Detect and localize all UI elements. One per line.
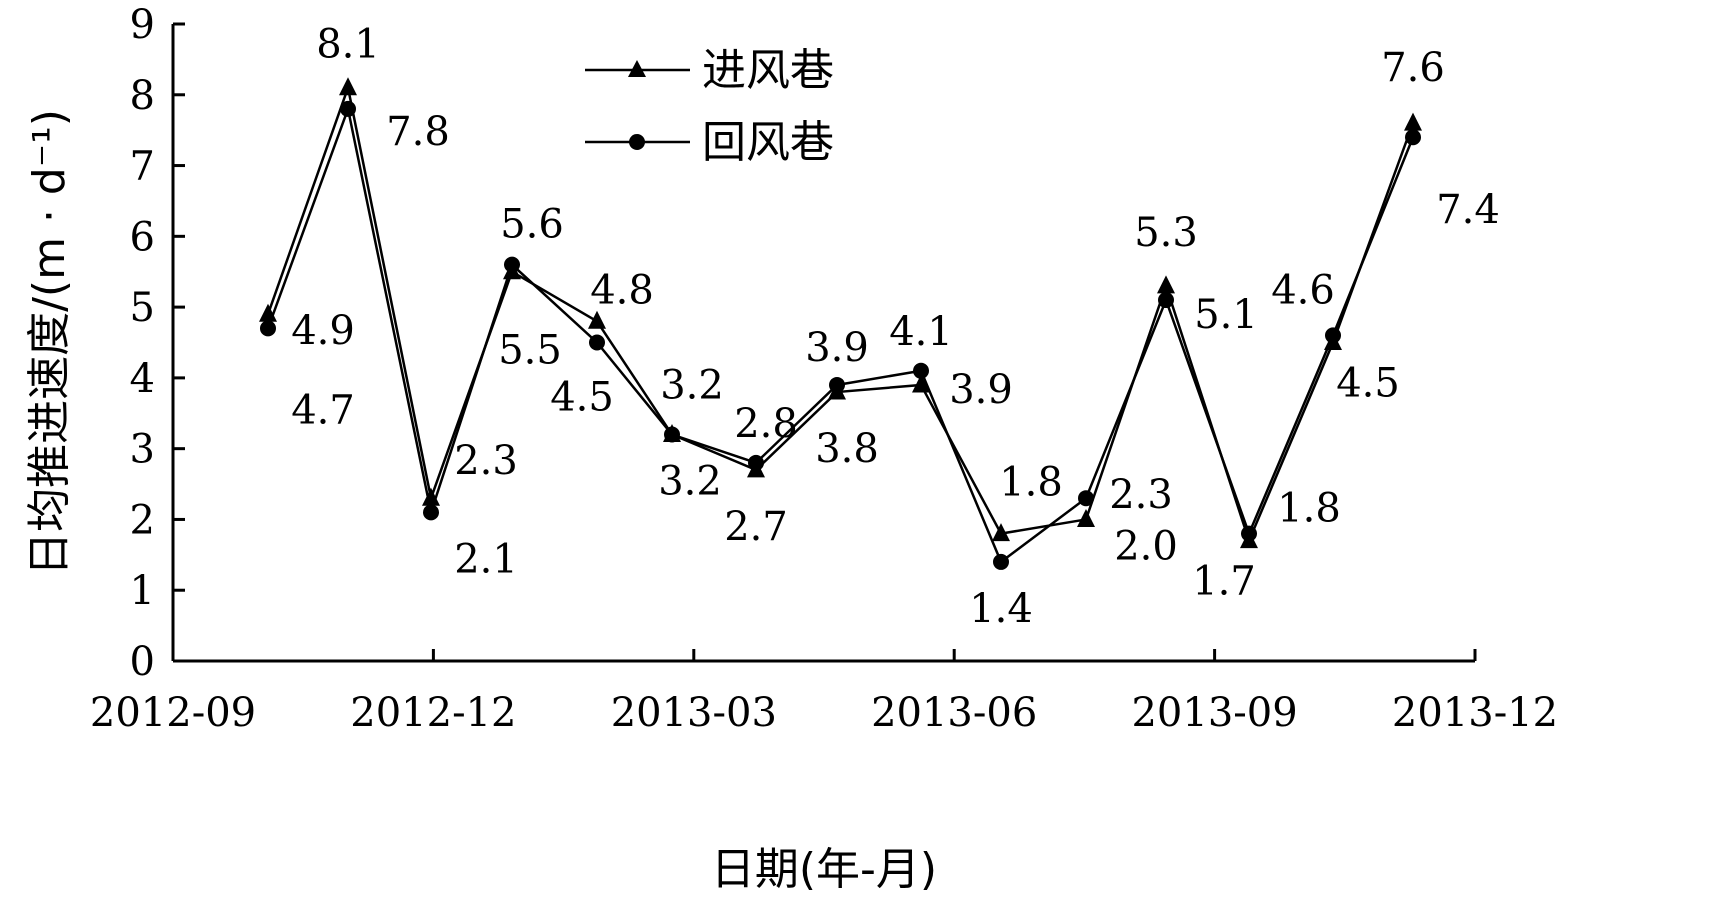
y-tick-label: 7 [130, 144, 155, 190]
circle-marker [748, 454, 764, 471]
data-label: 2.3 [1109, 472, 1173, 518]
data-label: 1.7 [1192, 559, 1256, 605]
data-label: 4.8 [590, 267, 654, 313]
circle-marker [629, 134, 645, 150]
y-tick-label: 2 [130, 497, 155, 543]
data-label: 5.3 [1134, 210, 1198, 256]
series-layer [259, 77, 1422, 570]
data-label: 4.1 [889, 309, 953, 355]
circle-marker [1241, 525, 1257, 542]
circle-marker [829, 376, 845, 393]
y-tick-label: 5 [130, 285, 155, 331]
circle-marker [664, 426, 680, 443]
data-label: 3.9 [805, 325, 869, 371]
data-label: 3.9 [949, 367, 1013, 413]
x-tick-label: 2012-12 [350, 690, 516, 736]
circle-marker [913, 362, 929, 379]
data-label: 2.8 [734, 401, 798, 447]
data-label: 4.7 [291, 387, 355, 433]
circle-marker [1405, 129, 1421, 146]
data-label: 5.5 [498, 328, 562, 374]
triangle-marker [588, 310, 606, 329]
data-label: 3.2 [658, 459, 722, 505]
circle-marker [1158, 292, 1174, 309]
data-label: 7.8 [386, 109, 450, 155]
data-label: 1.8 [999, 460, 1063, 506]
x-tick-label: 2013-12 [1392, 690, 1558, 736]
data-label: 4.6 [1271, 267, 1335, 313]
x-axis-ticks: 2012-09 2012-12 2013-03 2013-06 2013-09 2013-… [90, 649, 1558, 736]
y-tick-label: 6 [130, 214, 155, 260]
data-label: 7.4 [1436, 187, 1500, 233]
data-label: 3.2 [660, 363, 724, 409]
circle-marker [1325, 327, 1341, 344]
legend-label: 进风巷 [702, 45, 834, 96]
data-label: 2.1 [454, 536, 518, 582]
data-label: 4.5 [1336, 361, 1400, 407]
data-label: 1.4 [969, 586, 1033, 632]
triangle-marker [628, 60, 646, 77]
data-label: 1.8 [1277, 486, 1341, 532]
triangle-marker [1077, 508, 1095, 527]
x-tick-label: 2013-09 [1131, 690, 1297, 736]
axes [171, 24, 1475, 663]
circle-marker [340, 100, 356, 117]
data-label: 4.5 [550, 375, 614, 421]
x-axis-title: 日期(年-月) [711, 844, 937, 895]
x-tick-label: 2013-03 [611, 690, 777, 736]
data-labels: 4.98.12.35.54.83.22.73.83.91.82.05.31.74… [291, 22, 1500, 632]
y-axis-ticks: 0 1 2 3 4 5 6 7 8 9 [130, 2, 185, 685]
y-axis-title: 日均推进速度/(m · d⁻¹) [24, 109, 75, 576]
x-tick-label: 2013-06 [871, 690, 1037, 736]
y-tick-label: 3 [130, 427, 155, 473]
circle-marker [993, 553, 1009, 570]
data-label: 5.6 [500, 202, 564, 248]
data-label: 7.6 [1381, 45, 1445, 91]
triangle-marker [1157, 275, 1175, 294]
y-tick-label: 4 [130, 356, 155, 402]
data-label: 2.7 [724, 504, 788, 550]
legend-label: 回风巷 [702, 117, 834, 168]
data-label: 2.3 [454, 438, 518, 484]
y-tick-label: 1 [130, 568, 155, 614]
y-tick-label: 0 [130, 639, 155, 685]
data-label: 5.1 [1194, 292, 1258, 338]
circle-marker [260, 320, 276, 337]
circle-marker [1078, 490, 1094, 507]
data-label: 4.9 [291, 308, 355, 354]
circle-marker [589, 334, 605, 351]
circle-marker [423, 504, 439, 521]
y-tick-label: 9 [130, 2, 155, 48]
circle-marker [504, 256, 520, 273]
data-label: 8.1 [316, 22, 380, 68]
triangle-marker [992, 523, 1010, 542]
x-tick-label: 2012-09 [90, 690, 256, 736]
data-label: 3.8 [815, 426, 879, 472]
data-label: 2.0 [1114, 523, 1178, 569]
y-tick-label: 8 [130, 73, 155, 119]
triangle-marker [339, 77, 357, 96]
triangle-marker [1404, 112, 1422, 131]
triangle-marker [912, 374, 930, 393]
